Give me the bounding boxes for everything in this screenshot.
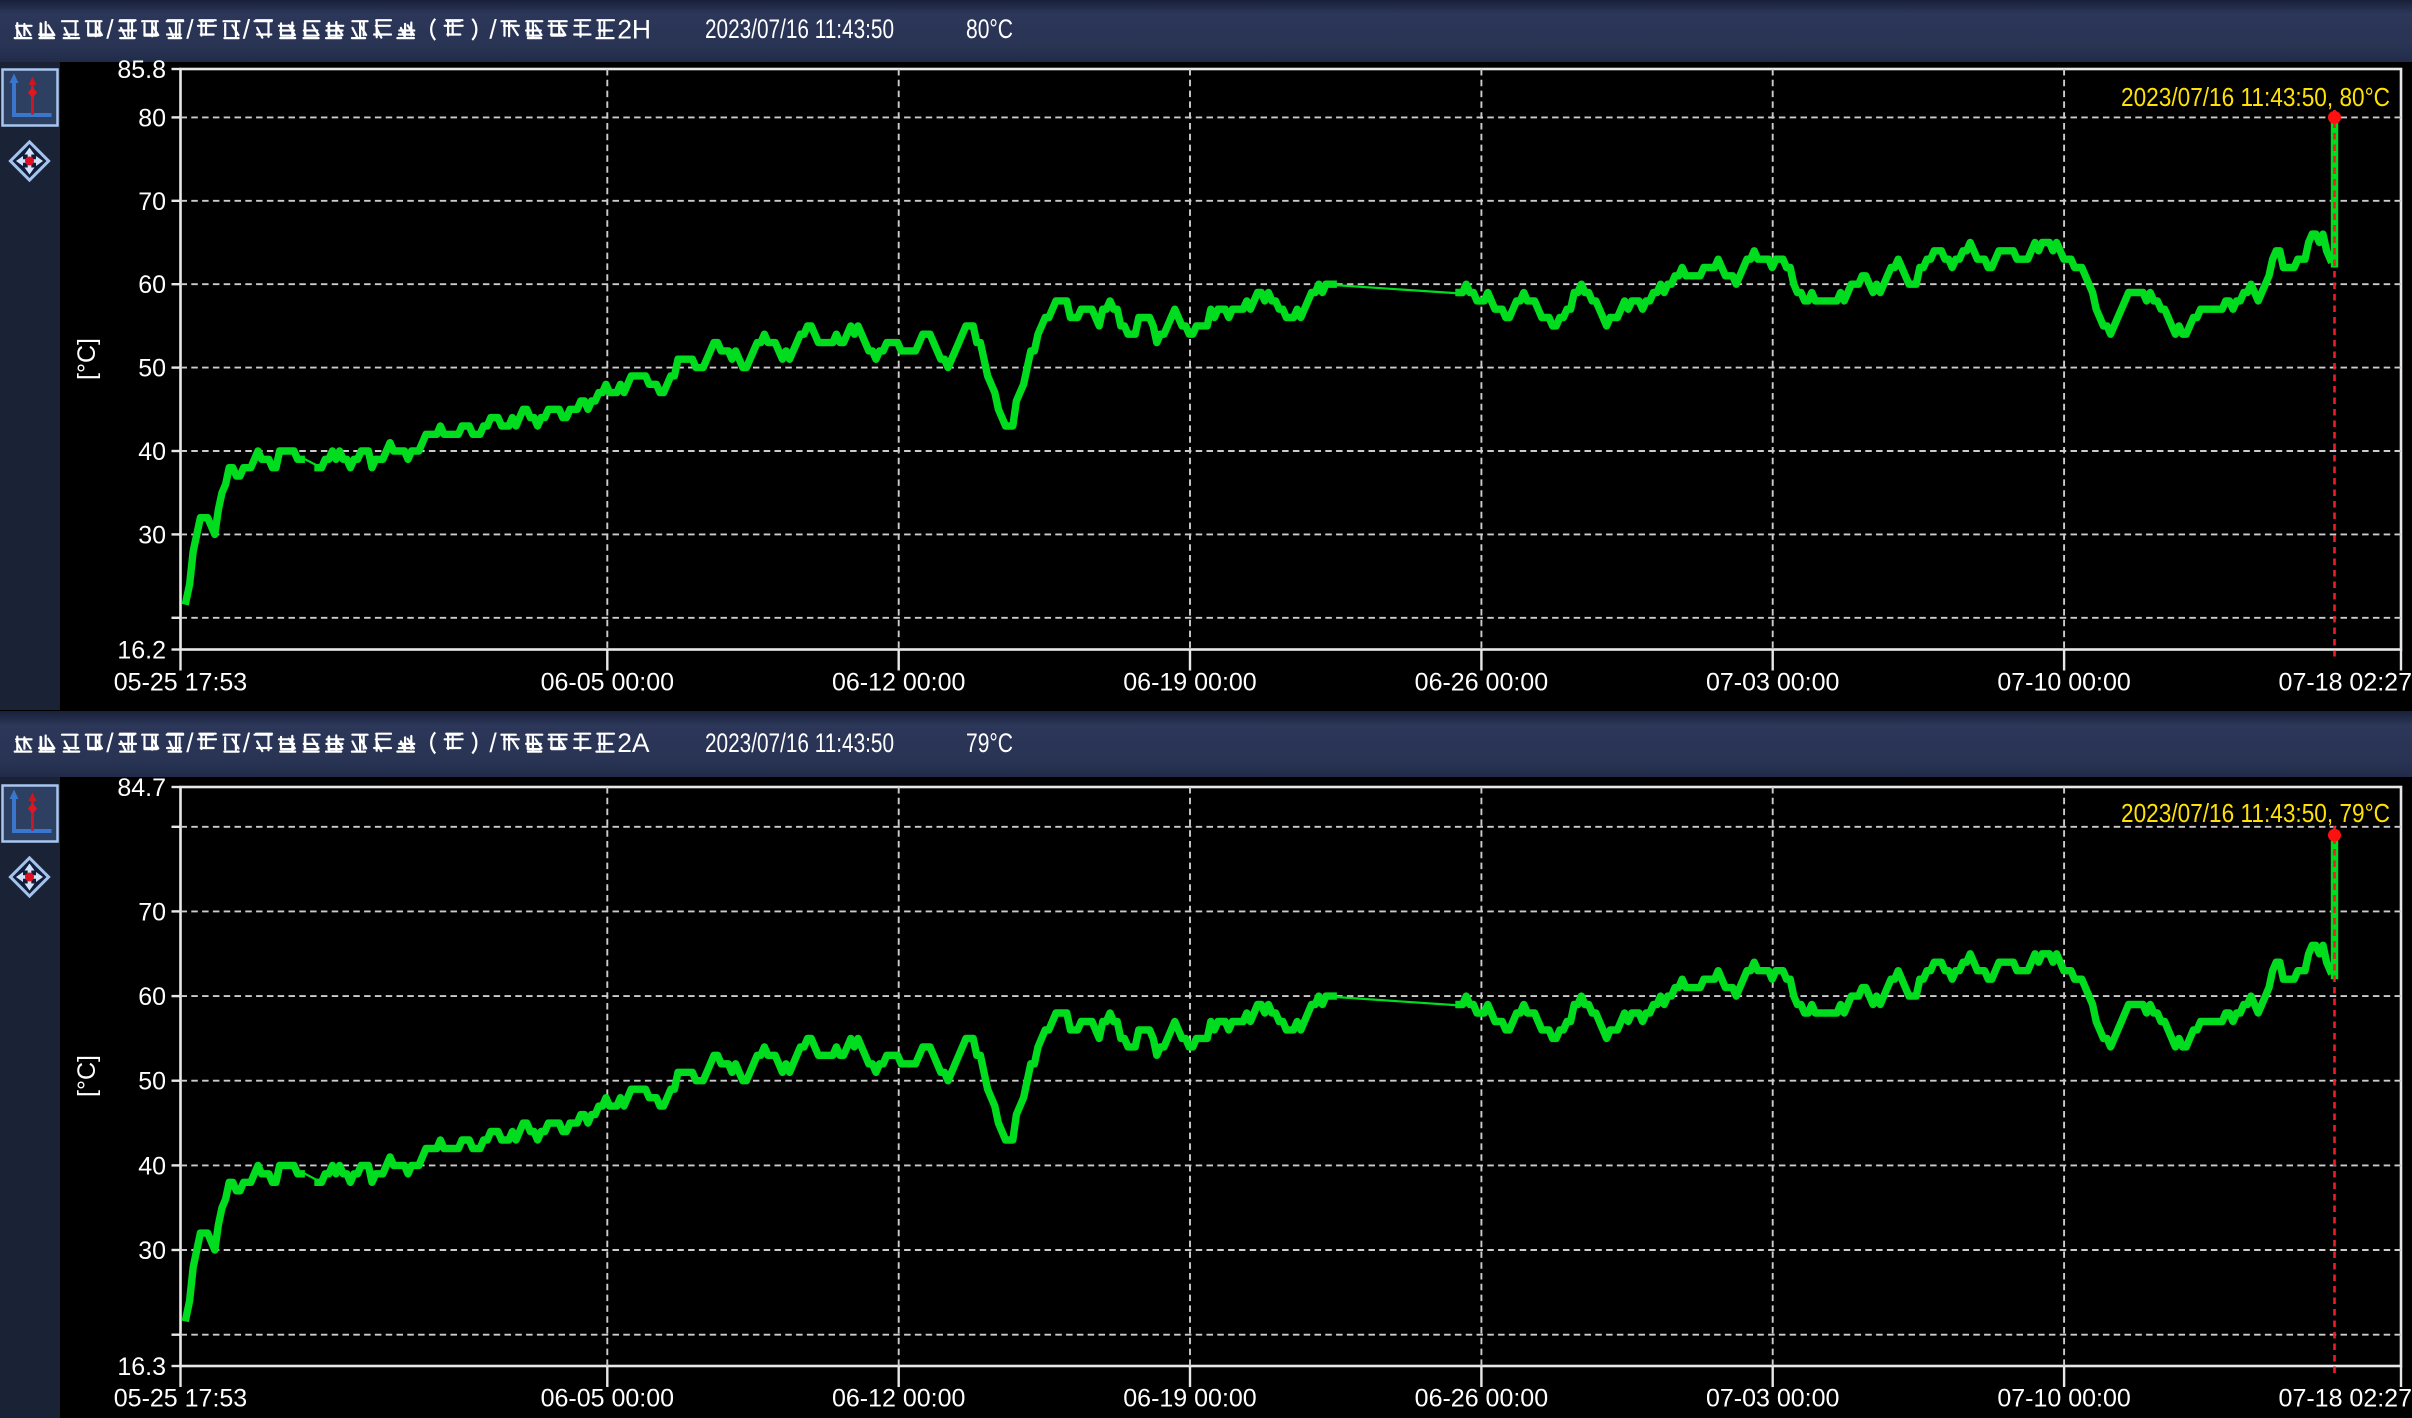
svg-text:2023/07/16 11:43:50: 2023/07/16 11:43:50	[705, 728, 894, 758]
svg-text:07-18 02:27: 07-18 02:27	[2279, 669, 2412, 697]
svg-text:/: /	[243, 728, 251, 758]
svg-text:/: /	[489, 14, 497, 44]
svg-text:07-03 00:00: 07-03 00:00	[1706, 1385, 1839, 1413]
svg-text:16.3: 16.3	[117, 1353, 166, 1381]
svg-text:/: /	[243, 14, 251, 44]
svg-text:30: 30	[138, 521, 166, 549]
svg-text:06-05 00:00: 06-05 00:00	[541, 669, 674, 697]
svg-text:40: 40	[138, 1152, 166, 1180]
svg-text:2023/07/16 11:43:50, 80°C: 2023/07/16 11:43:50, 80°C	[2121, 84, 2390, 112]
svg-text:/: /	[106, 14, 114, 44]
svg-text:/: /	[186, 14, 194, 44]
svg-text:84.7: 84.7	[117, 774, 166, 802]
svg-text:70: 70	[138, 188, 166, 216]
svg-text:06-12 00:00: 06-12 00:00	[832, 1385, 965, 1413]
svg-text:80: 80	[138, 104, 166, 132]
svg-text:2A: 2A	[617, 728, 650, 758]
svg-text:80°C: 80°C	[966, 14, 1013, 44]
svg-text:/: /	[186, 728, 194, 758]
svg-text:07-03 00:00: 07-03 00:00	[1706, 669, 1839, 697]
svg-text:06-12 00:00: 06-12 00:00	[832, 669, 965, 697]
svg-text:2023/07/16 11:43:50, 79°C: 2023/07/16 11:43:50, 79°C	[2121, 800, 2390, 828]
svg-text:[°C]: [°C]	[73, 338, 101, 380]
svg-text:50: 50	[138, 355, 166, 383]
svg-text:/: /	[106, 728, 114, 758]
svg-text:60: 60	[138, 983, 166, 1011]
svg-text:07-10 00:00: 07-10 00:00	[1997, 1385, 2130, 1413]
svg-text:06-05 00:00: 06-05 00:00	[541, 1385, 674, 1413]
svg-text:06-19 00:00: 06-19 00:00	[1123, 1385, 1256, 1413]
svg-text:05-25 17:53: 05-25 17:53	[114, 1385, 247, 1413]
svg-text:2H: 2H	[617, 14, 651, 44]
svg-text:79°C: 79°C	[966, 728, 1013, 758]
svg-text:06-26 00:00: 06-26 00:00	[1415, 669, 1548, 697]
svg-text:40: 40	[138, 438, 166, 466]
svg-text:06-19 00:00: 06-19 00:00	[1123, 669, 1256, 697]
svg-text:30: 30	[138, 1237, 166, 1265]
svg-text:/: /	[489, 728, 497, 758]
svg-text:07-10 00:00: 07-10 00:00	[1997, 669, 2130, 697]
svg-text:2023/07/16 11:43:50: 2023/07/16 11:43:50	[705, 14, 894, 44]
svg-text:16.2: 16.2	[117, 637, 166, 665]
svg-text:50: 50	[138, 1068, 166, 1096]
svg-text:05-25 17:53: 05-25 17:53	[114, 669, 247, 697]
svg-text:[°C]: [°C]	[73, 1055, 101, 1097]
svg-text:07-18 02:27: 07-18 02:27	[2279, 1385, 2412, 1413]
svg-text:85.8: 85.8	[117, 56, 166, 84]
svg-text:06-26 00:00: 06-26 00:00	[1415, 1385, 1548, 1413]
svg-text:60: 60	[138, 271, 166, 299]
svg-text:70: 70	[138, 898, 166, 926]
